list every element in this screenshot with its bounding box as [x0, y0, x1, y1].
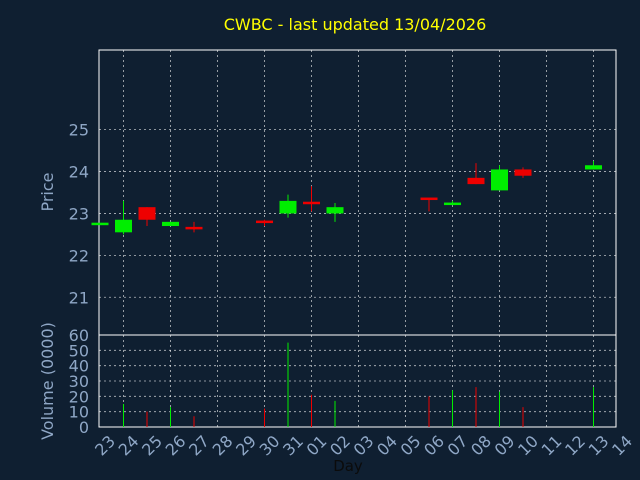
candle-body: [115, 219, 132, 233]
candle-body: [303, 201, 320, 205]
candle-body: [420, 197, 438, 201]
candle-body: [138, 207, 156, 220]
x-axis-label: Day: [333, 457, 363, 475]
volume-grid: [99, 335, 616, 427]
price-axis-label: Price: [38, 172, 57, 211]
volume-tick-label: 10: [69, 403, 89, 422]
candle-body: [279, 200, 297, 214]
volume-tick-label: 50: [69, 341, 89, 360]
price-panel: 21 22 23 24 25 Price: [38, 49, 617, 336]
x-axis-ticks: 2324252627282930310102030405060708091011…: [91, 432, 636, 460]
volume-bars: [123, 342, 594, 427]
candle-body: [491, 169, 508, 191]
volume-axis-label: Volume (0000): [38, 322, 57, 440]
candle-body: [585, 165, 602, 170]
volume-tick-label: 20: [69, 387, 89, 406]
candle-body: [256, 220, 273, 224]
chart-title: CWBC - last updated 13/04/2026: [224, 15, 487, 34]
candle-body: [514, 169, 532, 176]
candle-body: [185, 226, 203, 230]
volume-tick-label: 0: [79, 418, 89, 437]
price-tick-label: 25: [69, 121, 89, 140]
candles: [91, 161, 602, 235]
candle-body: [162, 221, 179, 227]
price-tick-label: 22: [69, 246, 89, 265]
price-tick-label: 21: [69, 288, 89, 307]
candle-body: [91, 222, 109, 226]
volume-tick-label: 30: [69, 372, 89, 391]
candle-body: [444, 202, 461, 206]
price-tick-label: 23: [69, 204, 89, 223]
candle-body: [326, 207, 344, 214]
price-tick-label: 24: [69, 163, 89, 182]
price-y-ticks: 21 22 23 24 25: [69, 121, 89, 308]
candle-body: [467, 177, 485, 185]
volume-tick-label: 40: [69, 357, 89, 376]
volume-tick-label: 60: [69, 326, 89, 345]
